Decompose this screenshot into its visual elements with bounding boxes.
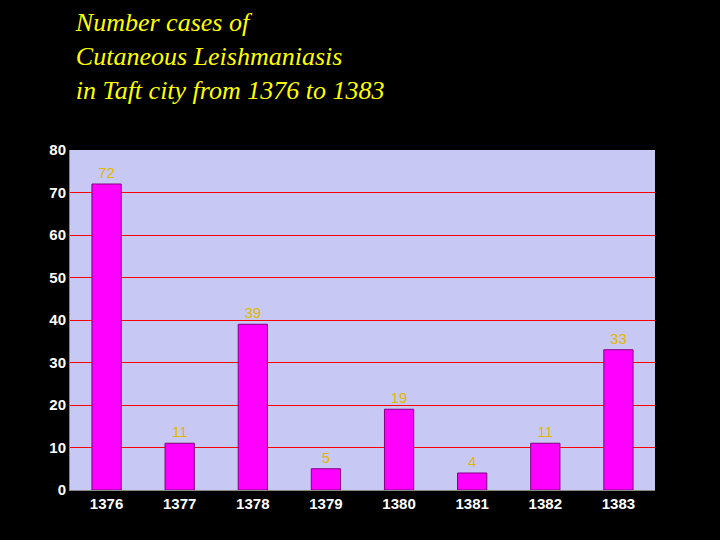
- svg-text:Number cases ofCutaneous Leish: Number cases ofCutaneous Leishmaniasisin…: [75, 8, 385, 105]
- svg-text:1376: 1376: [90, 495, 123, 512]
- svg-text:1380: 1380: [382, 495, 415, 512]
- svg-text:1383: 1383: [602, 495, 635, 512]
- svg-text:30: 30: [49, 354, 66, 371]
- svg-text:20: 20: [49, 396, 66, 413]
- svg-text:10: 10: [49, 439, 66, 456]
- svg-text:33: 33: [610, 330, 627, 347]
- svg-text:1378: 1378: [236, 495, 269, 512]
- svg-text:1379: 1379: [309, 495, 342, 512]
- svg-text:1377: 1377: [163, 495, 196, 512]
- svg-text:39: 39: [244, 304, 261, 321]
- svg-text:70: 70: [49, 184, 66, 201]
- svg-text:40: 40: [49, 311, 66, 328]
- svg-text:1381: 1381: [456, 495, 489, 512]
- svg-text:0: 0: [58, 481, 66, 498]
- svg-text:72: 72: [98, 164, 115, 181]
- svg-text:80: 80: [49, 141, 66, 158]
- svg-text:60: 60: [49, 226, 66, 243]
- svg-text:11: 11: [172, 423, 188, 440]
- svg-text:11: 11: [538, 423, 554, 440]
- svg-text:1382: 1382: [529, 495, 562, 512]
- svg-text:50: 50: [49, 269, 66, 286]
- svg-text:5: 5: [322, 449, 330, 466]
- svg-text:19: 19: [391, 389, 408, 406]
- svg-text:4: 4: [468, 453, 476, 470]
